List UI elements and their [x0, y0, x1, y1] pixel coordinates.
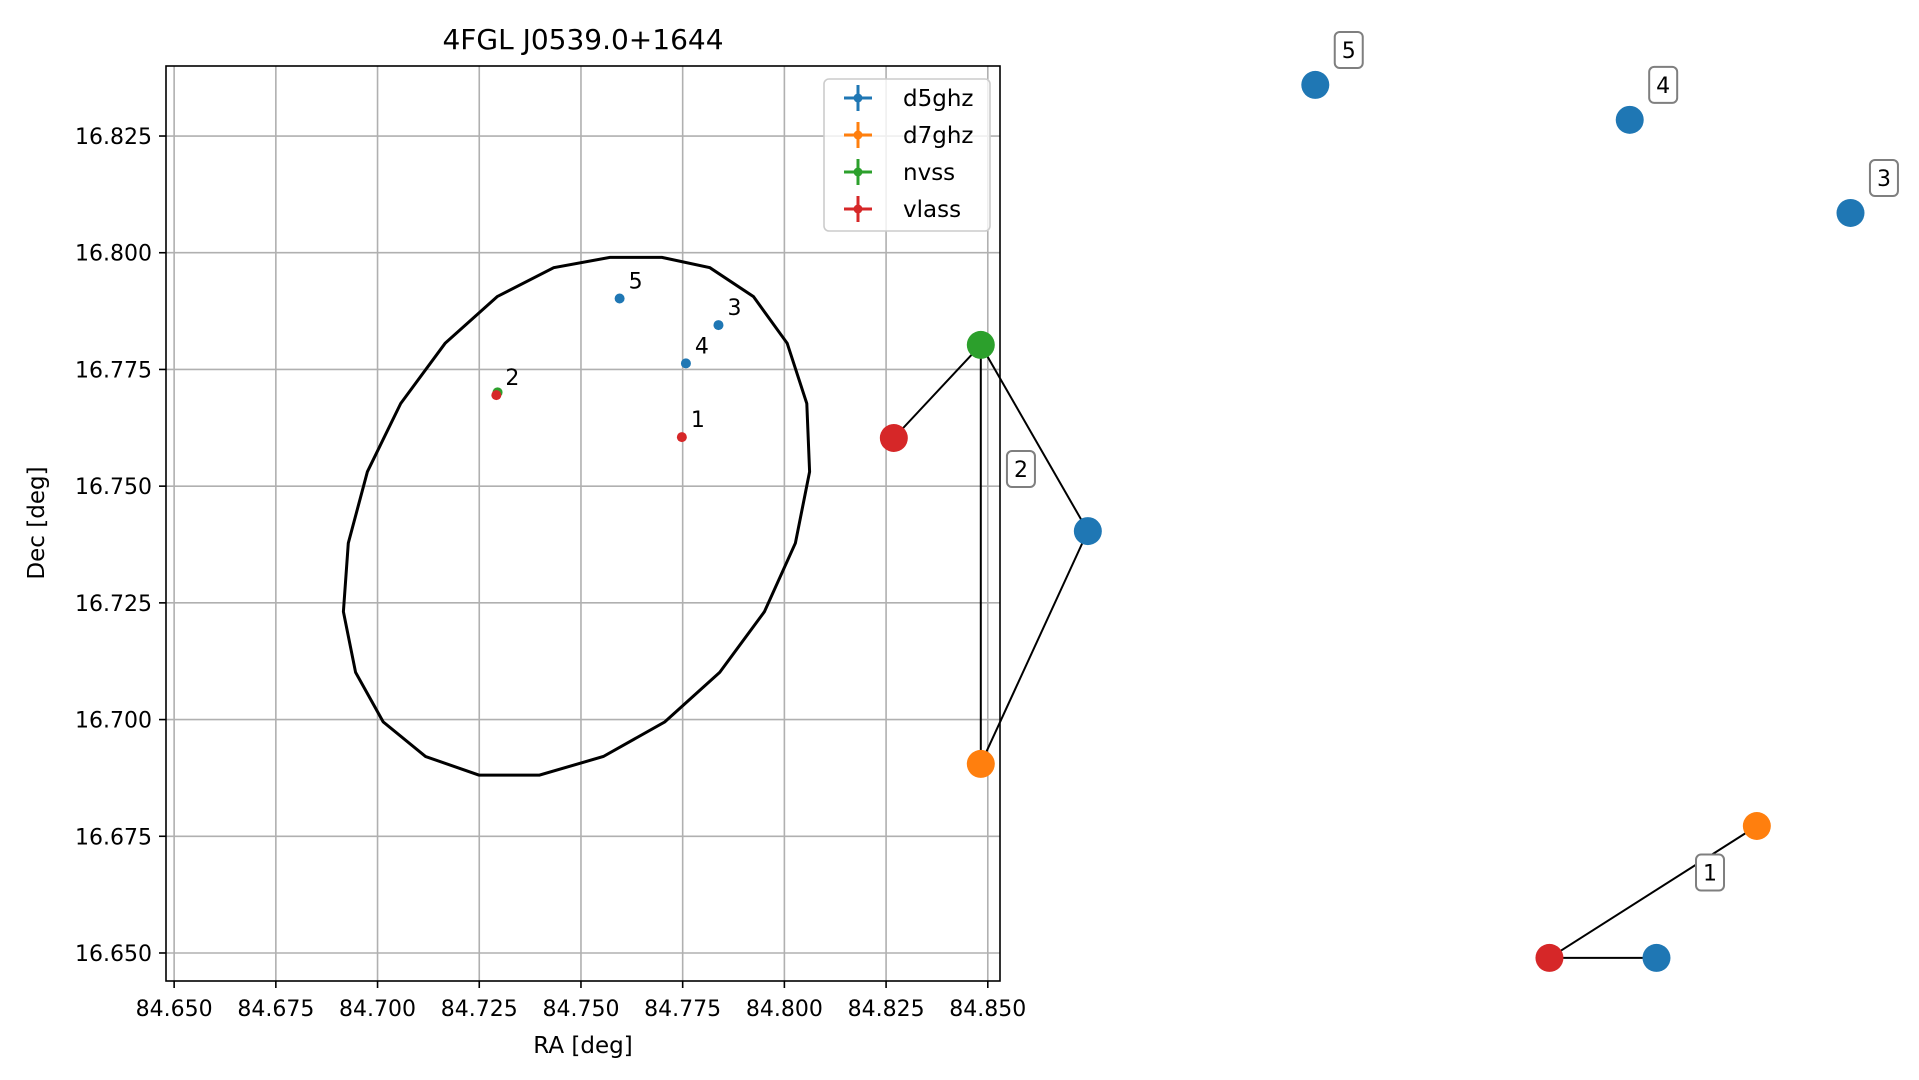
- network-label: 3: [1868, 159, 1899, 198]
- y-tick-label: 16.750: [75, 475, 152, 500]
- network-node: [1073, 517, 1102, 546]
- y-tick-label: 16.775: [75, 358, 152, 383]
- y-tick-label: 16.800: [75, 242, 152, 267]
- y-tick-label: 16.725: [75, 592, 152, 617]
- network-node: [1301, 70, 1330, 99]
- network-label: 2: [1005, 450, 1036, 489]
- legend-label: vlass: [903, 197, 961, 223]
- point-label: 2: [505, 366, 519, 391]
- scatter-points: [491, 293, 724, 443]
- network-edge: [979, 530, 1089, 765]
- legend-entries: d5ghz d7ghz nvss vlass: [844, 85, 973, 223]
- network-edges: [893, 344, 1758, 959]
- legend-entry-nvss: nvss: [844, 159, 955, 186]
- network-node: [1535, 943, 1564, 972]
- network-node: [1642, 943, 1671, 972]
- chart-title: 4FGL J0539.0+1644: [442, 23, 723, 56]
- legend-marker-dot: [853, 204, 863, 214]
- x-tick-label: 84.825: [848, 997, 925, 1022]
- plot-frame: [165, 65, 1001, 982]
- point-label: 1: [691, 408, 705, 433]
- point-d5ghz: [680, 358, 691, 369]
- network-node: [879, 424, 908, 452]
- legend-marker-dot: [853, 167, 863, 177]
- x-tick-label: 84.725: [441, 997, 518, 1022]
- network-node: [1836, 198, 1865, 227]
- x-tick-label: 84.750: [542, 997, 619, 1022]
- network-label: 4: [1648, 65, 1679, 104]
- network-label: 5: [1333, 31, 1364, 69]
- point-label: 5: [629, 269, 643, 294]
- legend-label: d5ghz: [903, 86, 973, 112]
- grid-lines: [166, 66, 1000, 981]
- x-tick-label: 84.775: [644, 997, 721, 1022]
- network-edge: [893, 344, 982, 439]
- network-label-box: [1333, 31, 1364, 69]
- x-tick-label: 84.850: [949, 997, 1026, 1022]
- axis-ticks: 84.650 84.675 84.700 84.725 84.750 84.775 84.8…: [75, 125, 1026, 1022]
- legend-entry-d5ghz: d5ghz: [844, 85, 973, 112]
- network-nodes: [879, 70, 1865, 972]
- x-tick-label: 84.700: [339, 997, 416, 1022]
- legend-frame: [823, 78, 991, 232]
- point-label: 3: [727, 296, 741, 321]
- x-axis-label: RA [deg]: [533, 1033, 632, 1059]
- network-label-text: 3: [1877, 167, 1891, 192]
- y-tick-label: 16.675: [75, 825, 152, 850]
- network-node: [966, 330, 995, 359]
- x-tick-label: 84.800: [746, 997, 823, 1022]
- y-tick-label: 16.825: [75, 125, 152, 150]
- legend-marker-dot: [853, 93, 863, 103]
- network-label-text: 5: [1342, 39, 1356, 64]
- network-edge: [1548, 825, 1758, 959]
- point-d5ghz: [614, 293, 625, 304]
- legend-marker-dot: [853, 130, 863, 140]
- legend-entry-vlass: vlass: [844, 196, 961, 223]
- network-edge: [979, 344, 1089, 532]
- network-label-text: 1: [1703, 862, 1717, 887]
- network-labels: 5 4 3 2 1: [1005, 31, 1899, 892]
- network-panel: 5 4 3 2 1: [879, 31, 1899, 972]
- network-node: [1742, 812, 1771, 840]
- x-tick-label: 84.650: [136, 997, 213, 1022]
- uncertainty-ellipse: [341, 255, 812, 777]
- point-d5ghz: [713, 320, 724, 331]
- network-label-box: [1695, 853, 1726, 892]
- point-vlass: [491, 390, 502, 401]
- legend-label: d7ghz: [903, 123, 973, 149]
- point-vlass: [676, 432, 687, 443]
- scatter-panel: 1 2 34 5 84.650 84.675 84.700 84.725 84.750 84.7…: [24, 23, 1026, 1059]
- y-tick-label: 16.700: [75, 709, 152, 734]
- point-label: 4: [695, 334, 709, 359]
- point-labels: 1 2 34 5: [505, 269, 741, 433]
- network-node: [966, 749, 995, 778]
- legend-entry-d7ghz: d7ghz: [844, 122, 973, 149]
- network-label: 1: [1695, 853, 1726, 892]
- x-tick-label: 84.675: [237, 997, 314, 1022]
- network-label-box: [1648, 65, 1679, 104]
- legend-label: nvss: [903, 160, 955, 186]
- y-axis-label: Dec [deg]: [24, 466, 50, 579]
- network-label-text: 4: [1656, 74, 1670, 99]
- network-label-text: 2: [1014, 458, 1028, 483]
- legend: d5ghz d7ghz nvss vlass: [823, 78, 991, 232]
- network-label-box: [1005, 450, 1036, 489]
- network-node: [1615, 105, 1644, 134]
- network-label-box: [1868, 159, 1899, 198]
- y-tick-label: 16.650: [75, 942, 152, 967]
